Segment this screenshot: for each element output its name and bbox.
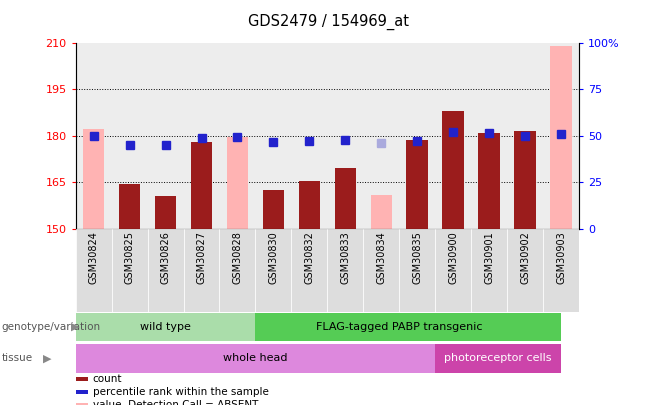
Text: GSM30901: GSM30901 — [484, 231, 494, 284]
Bar — [399, 229, 435, 312]
Bar — [112, 229, 147, 312]
Bar — [226, 137, 248, 229]
Bar — [291, 43, 327, 229]
Bar — [220, 229, 255, 312]
Bar — [255, 229, 291, 312]
Bar — [507, 229, 543, 312]
Bar — [327, 43, 363, 229]
Text: ▶: ▶ — [43, 354, 51, 363]
Bar — [263, 190, 284, 229]
Bar — [184, 229, 220, 312]
Text: photoreceptor cells: photoreceptor cells — [444, 354, 552, 363]
Bar — [363, 229, 399, 312]
Bar — [291, 229, 327, 312]
Bar — [435, 43, 471, 229]
Bar — [220, 43, 255, 229]
Text: GSM30830: GSM30830 — [268, 231, 278, 284]
Bar — [76, 313, 255, 341]
Text: GSM30833: GSM30833 — [340, 231, 350, 284]
Bar — [550, 46, 572, 229]
Bar — [76, 43, 112, 229]
Text: whole head: whole head — [223, 354, 288, 363]
Bar — [327, 229, 363, 312]
Bar — [147, 229, 184, 312]
Bar — [334, 168, 356, 229]
Bar — [255, 313, 561, 341]
Text: ▶: ▶ — [71, 322, 80, 332]
Bar — [471, 229, 507, 312]
Bar — [471, 43, 507, 229]
Bar — [435, 229, 471, 312]
Text: GSM30902: GSM30902 — [520, 231, 530, 284]
Text: GSM30827: GSM30827 — [197, 231, 207, 284]
Text: GDS2479 / 154969_at: GDS2479 / 154969_at — [249, 14, 409, 30]
Bar — [155, 196, 176, 229]
Bar — [147, 43, 184, 229]
Bar — [435, 344, 561, 373]
Text: wild type: wild type — [140, 322, 191, 332]
Bar — [407, 140, 428, 229]
Bar — [83, 130, 105, 229]
Bar — [399, 43, 435, 229]
Bar — [478, 132, 500, 229]
Bar — [515, 131, 536, 229]
Text: GSM30900: GSM30900 — [448, 231, 458, 284]
Bar — [370, 195, 392, 229]
Text: tissue: tissue — [1, 354, 32, 363]
Bar — [119, 184, 140, 229]
Bar — [76, 229, 112, 312]
Text: GSM30832: GSM30832 — [305, 231, 315, 284]
Bar — [543, 43, 579, 229]
Text: genotype/variation: genotype/variation — [1, 322, 101, 332]
Text: GSM30903: GSM30903 — [556, 231, 566, 284]
Bar — [255, 43, 291, 229]
Bar — [543, 229, 579, 312]
Bar — [363, 43, 399, 229]
Bar — [507, 43, 543, 229]
Text: value, Detection Call = ABSENT: value, Detection Call = ABSENT — [93, 400, 258, 405]
Text: GSM30834: GSM30834 — [376, 231, 386, 284]
Text: GSM30825: GSM30825 — [124, 231, 135, 284]
Bar — [184, 43, 220, 229]
Text: GSM30835: GSM30835 — [413, 231, 422, 284]
Bar — [191, 142, 213, 229]
Text: GSM30824: GSM30824 — [89, 231, 99, 284]
Text: percentile rank within the sample: percentile rank within the sample — [93, 387, 268, 396]
Text: count: count — [93, 374, 122, 384]
Bar — [442, 111, 464, 229]
Bar — [112, 43, 147, 229]
Text: FLAG-tagged PABP transgenic: FLAG-tagged PABP transgenic — [316, 322, 482, 332]
Bar — [299, 181, 320, 229]
Text: GSM30826: GSM30826 — [161, 231, 170, 284]
Text: GSM30828: GSM30828 — [232, 231, 242, 284]
Bar — [76, 344, 435, 373]
